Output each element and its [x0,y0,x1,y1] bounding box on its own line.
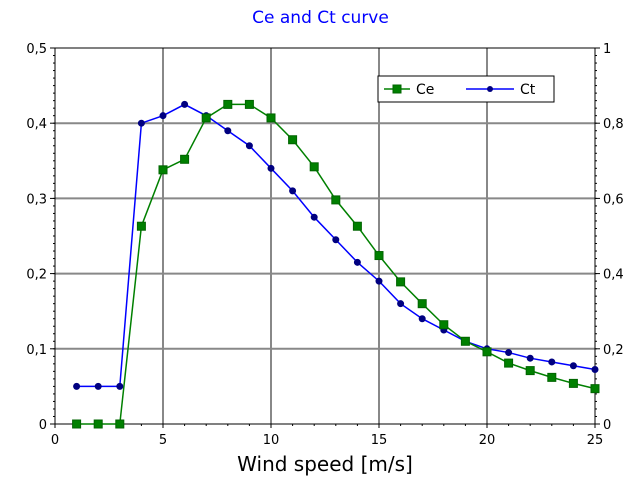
ct-point [116,382,124,390]
ce-point [504,358,514,368]
ct-point [245,142,253,150]
ct-point [137,119,145,127]
y-tick-label: 0,1 [26,343,47,358]
ce-point [223,99,233,109]
ct-point [267,164,275,172]
ce-point [590,384,600,394]
ce-point [180,154,190,164]
plot-area [55,48,595,424]
ct-point [289,187,297,195]
ce-point [374,251,384,261]
x-tick-label: 25 [587,433,604,448]
y2-tick-label: 0,6 [603,192,624,207]
ct-point [94,382,102,390]
ct-point [397,300,405,308]
x-axis-label: Wind speed [m/s] [237,452,413,476]
x-tick-label: 5 [159,433,167,448]
y2-tick-label: 0,2 [603,343,624,358]
x-tick-label: 20 [479,433,496,448]
ct-point [375,277,383,285]
ce-point [439,320,449,330]
legend-marker-ce [392,84,402,94]
ct-point [353,258,361,266]
ct-point [569,362,577,370]
ct-point [181,100,189,108]
ce-point [460,336,470,346]
ce-point [72,419,82,429]
y-tick-label: 0,3 [26,192,47,207]
ct-point [73,382,81,390]
x-tick-label: 10 [263,433,280,448]
ce-point [525,366,535,376]
ct-point [526,354,534,362]
ce-point [568,378,578,388]
y-tick-label: 0,2 [26,268,47,283]
legend-label-ct: Ct [520,82,536,98]
y-tick-label: 0,5 [26,42,47,57]
legend-label-ce: Ce [416,82,434,98]
ce-point [352,221,362,231]
ct-point [332,236,340,244]
y2-tick-label: 1 [603,42,611,57]
y2-tick-label: 0,4 [603,268,624,283]
y-tick-label: 0 [39,418,47,433]
ct-point [591,365,599,373]
ce-point [136,221,146,231]
ce-point [288,135,298,145]
legend-marker-ct [487,86,493,92]
ct-point [224,127,232,135]
ce-point [266,113,276,123]
ce-point [331,195,341,205]
chart-title: Ce and Ct curve [252,8,389,28]
ce-point [158,165,168,175]
ce-point [417,299,427,309]
ce-point [396,277,406,287]
ce-point [201,113,211,123]
ce-point [93,419,103,429]
y2-tick-label: 0 [603,418,611,433]
y-tick-label: 0,4 [26,117,47,132]
ct-point [310,213,318,221]
ce-point [115,419,125,429]
y2-tick-label: 0,8 [603,117,624,132]
ce-point [309,162,319,172]
ct-point [548,358,556,366]
ct-point [505,349,513,357]
x-tick-label: 15 [371,433,388,448]
ct-point [159,112,167,120]
x-tick-label: 0 [51,433,59,448]
ce-point [482,347,492,357]
ce-point [244,99,254,109]
ct-point [418,315,426,323]
ce-point [547,372,557,382]
